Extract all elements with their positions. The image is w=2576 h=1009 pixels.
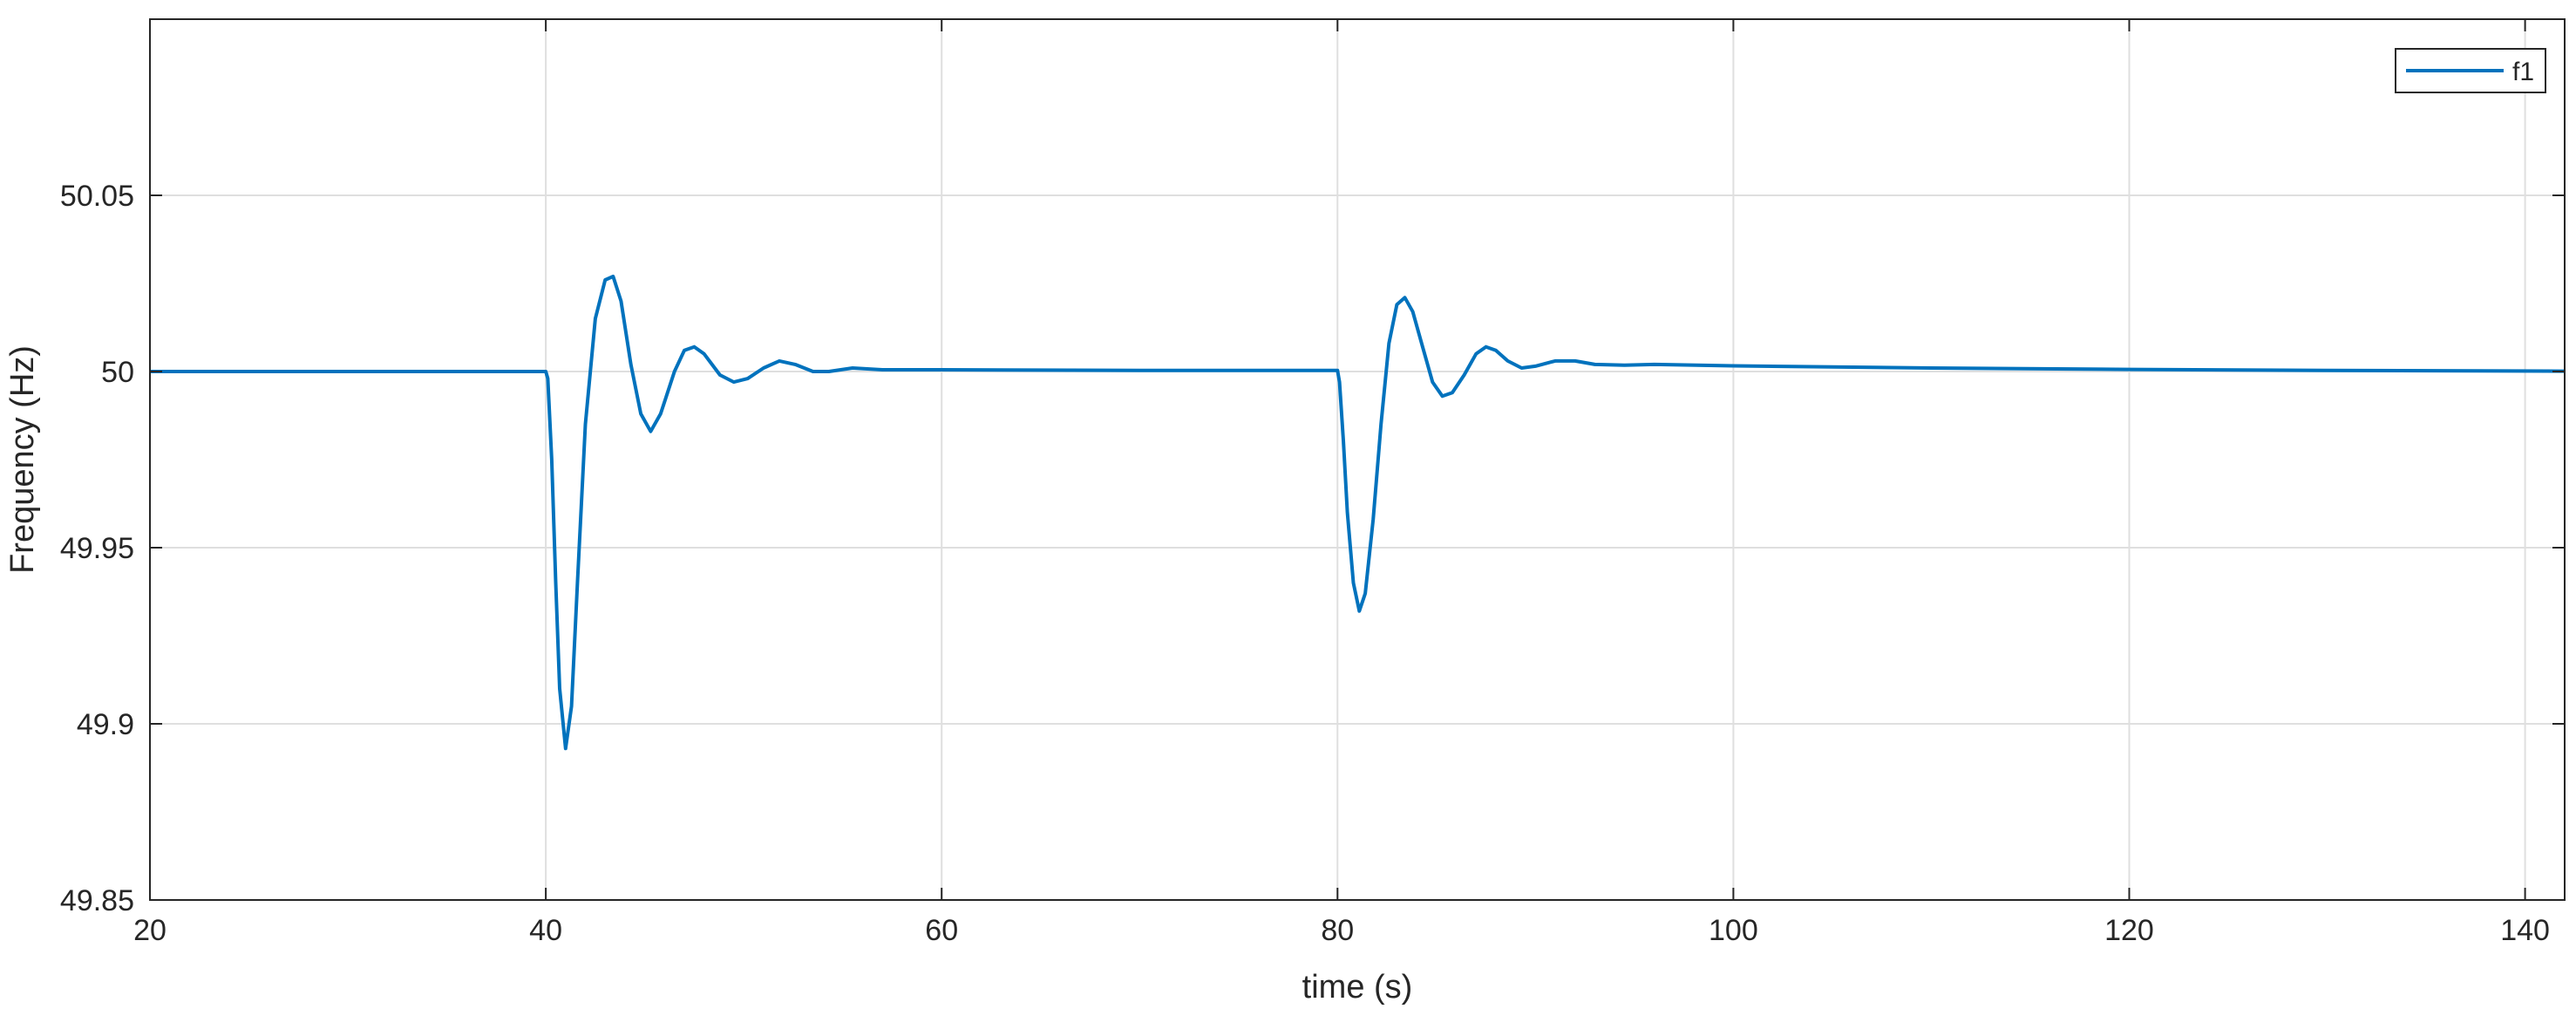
x-tick-label: 120: [2104, 914, 2154, 947]
x-tick-label: 100: [1709, 914, 1758, 947]
y-axis-label: Frequency (Hz): [4, 345, 41, 574]
tick-marks: [149, 19, 2565, 901]
y-tick-labels: 49.85 49.9 49.95 50 50.05: [60, 180, 134, 917]
y-tick-label: 50: [101, 356, 134, 389]
x-tick-label: 80: [1321, 914, 1354, 947]
x-tick-label: 40: [529, 914, 562, 947]
axes-box: [149, 18, 2566, 901]
series-line-f1: [150, 274, 2566, 751]
grid-lines: [149, 19, 2565, 901]
x-tick-label: 20: [133, 914, 167, 947]
x-axis-label: time (s): [1302, 969, 1413, 1006]
x-tick-label: 140: [2500, 914, 2550, 947]
y-tick-label: 49.85: [60, 884, 134, 917]
x-tick-labels: 20 40 60 80 100 120 140: [133, 914, 2550, 947]
y-tick-label: 50.05: [60, 180, 134, 213]
x-tick-label: 60: [925, 914, 958, 947]
y-tick-label: 49.9: [77, 708, 134, 741]
legend-label-f1: f1: [2512, 58, 2534, 86]
plot-area: [150, 274, 2566, 751]
y-tick-label: 49.95: [60, 532, 134, 565]
legend: f1: [2395, 48, 2546, 93]
